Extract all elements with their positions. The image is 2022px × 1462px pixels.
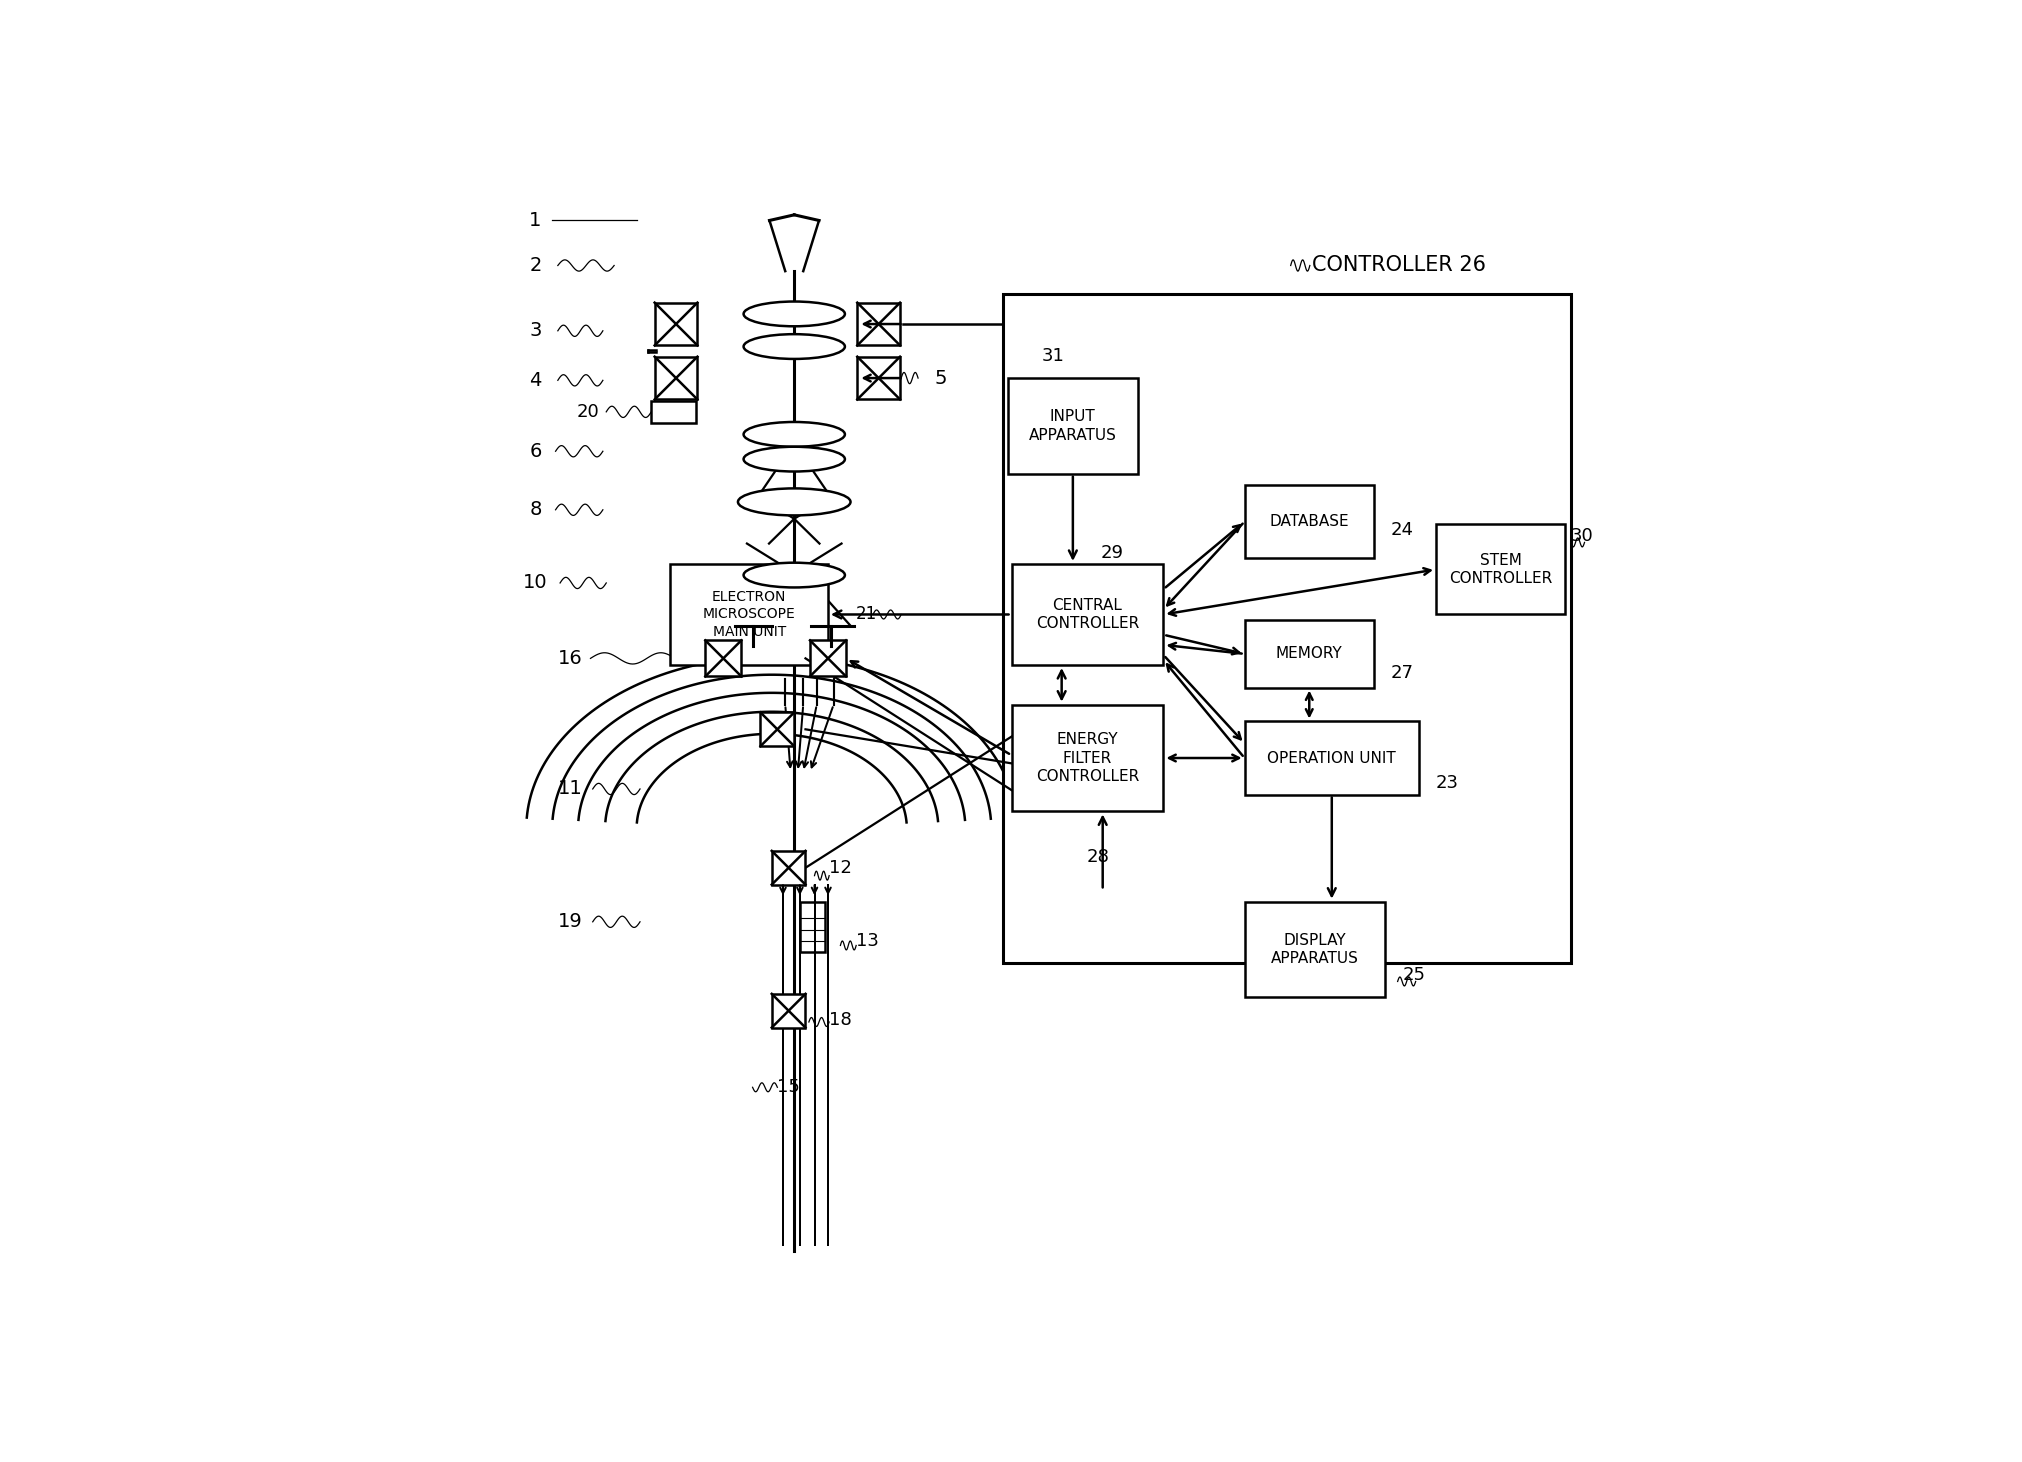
Text: 27: 27 (1391, 664, 1413, 681)
Text: 21: 21 (855, 605, 878, 623)
Text: DATABASE: DATABASE (1270, 515, 1349, 529)
Text: ELECTRON
MICROSCOPE
MAIN UNIT: ELECTRON MICROSCOPE MAIN UNIT (704, 591, 795, 639)
Text: ENERGY
FILTER
CONTROLLER: ENERGY FILTER CONTROLLER (1035, 732, 1138, 784)
Text: 2: 2 (530, 256, 542, 275)
Text: 3: 3 (530, 322, 542, 341)
Bar (651, 401, 696, 423)
Text: STEM
CONTROLLER: STEM CONTROLLER (1450, 553, 1553, 586)
Text: CENTRAL
CONTROLLER: CENTRAL CONTROLLER (1035, 598, 1138, 632)
Text: 31: 31 (1041, 346, 1066, 364)
Text: 29: 29 (1100, 544, 1122, 561)
Bar (1011, 705, 1163, 811)
Text: 23: 23 (1436, 775, 1460, 792)
Bar (857, 303, 900, 345)
Text: 4: 4 (530, 371, 542, 390)
Text: 5: 5 (934, 368, 946, 387)
Bar (772, 994, 805, 1028)
Text: 12: 12 (829, 858, 851, 877)
Text: DISPLAY
APPARATUS: DISPLAY APPARATUS (1272, 933, 1359, 966)
Ellipse shape (744, 563, 845, 588)
Bar (772, 851, 805, 885)
Bar (760, 712, 795, 746)
Text: 19: 19 (558, 912, 582, 931)
Ellipse shape (744, 301, 845, 326)
Bar (706, 640, 742, 677)
Text: 10: 10 (524, 573, 548, 592)
Bar (1011, 564, 1163, 665)
Text: 30: 30 (1571, 526, 1593, 545)
Ellipse shape (738, 488, 851, 516)
Text: OPERATION UNIT: OPERATION UNIT (1268, 750, 1395, 766)
Text: 20: 20 (576, 404, 599, 421)
Text: 25: 25 (1401, 966, 1426, 984)
Text: 8: 8 (530, 500, 542, 519)
Text: MEMORY: MEMORY (1276, 646, 1343, 661)
Bar (811, 640, 845, 677)
Bar (1436, 525, 1565, 614)
Bar (655, 357, 698, 399)
Text: 6: 6 (530, 442, 542, 461)
Bar (1009, 379, 1138, 474)
Text: 11: 11 (558, 779, 582, 798)
Text: INPUT
APPARATUS: INPUT APPARATUS (1029, 409, 1116, 443)
Ellipse shape (744, 335, 845, 360)
Bar (671, 564, 829, 665)
Text: CONTROLLER 26: CONTROLLER 26 (1312, 256, 1486, 275)
Text: 18: 18 (829, 1010, 851, 1029)
Bar (1244, 485, 1375, 558)
Text: 16: 16 (558, 649, 582, 668)
Text: 1: 1 (530, 211, 542, 230)
Ellipse shape (744, 423, 845, 447)
Text: 15: 15 (776, 1079, 801, 1096)
Bar (857, 357, 900, 399)
Bar (655, 303, 698, 345)
Text: 24: 24 (1391, 520, 1413, 539)
Ellipse shape (744, 447, 845, 472)
Text: 13: 13 (855, 931, 880, 950)
Bar (801, 902, 825, 952)
Bar (1003, 294, 1571, 963)
Bar (1244, 721, 1419, 795)
Text: 28: 28 (1086, 848, 1110, 866)
Bar (1244, 620, 1375, 687)
Bar (1244, 902, 1385, 997)
